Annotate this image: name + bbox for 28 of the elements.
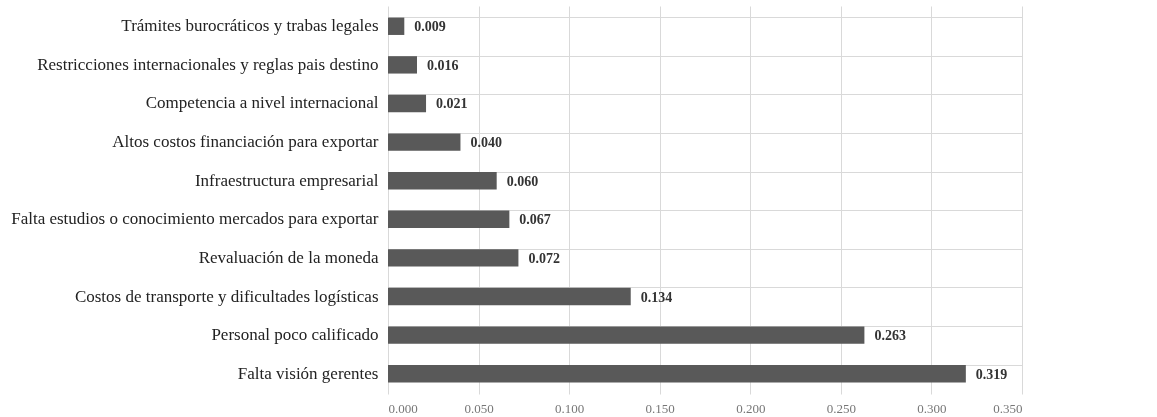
y-tick-label: Personal poco calificado	[211, 325, 379, 345]
x-tick-label: 0.350	[993, 400, 1023, 416]
y-tick-label: Infraestructura empresarial	[194, 170, 379, 190]
data-label: 0.263	[874, 328, 906, 344]
data-label: 0.009	[414, 19, 446, 35]
x-tick-label: 0.250	[826, 400, 856, 416]
x-tick-label: 0.300	[917, 400, 947, 416]
x-tick-label: 0.050	[464, 400, 494, 416]
data-label: 0.319	[975, 366, 1008, 382]
data-label: 0.067	[519, 212, 551, 228]
x-tick-label: 0.150	[645, 400, 675, 416]
x-tick-label: 0.000	[388, 400, 418, 416]
data-label: 0.016	[426, 57, 459, 73]
y-tick-label: Restricciones internacionales y reglas pais destino	[37, 54, 379, 74]
y-tick-label: Trámites burocráticos y trabas legales	[121, 16, 379, 36]
y-tick-label: Competencia a nivel internacional	[145, 93, 379, 113]
y-tick-label: Falta visión gerentes	[237, 363, 379, 383]
y-tick-label: Altos costos financiación para exportar	[112, 132, 379, 152]
data-label: 0.072	[528, 250, 560, 266]
data-label: 0.060	[506, 173, 539, 189]
y-tick-label: Falta estudios o conocimiento mercados para exportar	[11, 209, 379, 229]
y-tick-label: Revaluación de la moneda	[198, 247, 379, 267]
data-label: 0.134	[640, 289, 673, 305]
x-tick-label: 0.200	[736, 400, 766, 416]
x-tick-label: 0.100	[555, 400, 585, 416]
data-label: 0.040	[470, 135, 502, 151]
data-label: 0.021	[436, 96, 468, 112]
y-tick-label: Costos de transporte y dificultades logísticas	[74, 286, 379, 306]
